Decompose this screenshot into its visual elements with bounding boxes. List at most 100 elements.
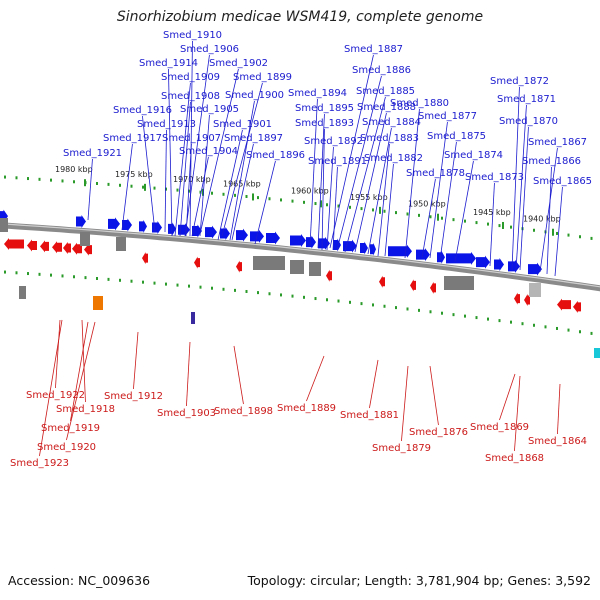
kbp-major-tick [437, 213, 439, 221]
forward-gene-label: Smed_1886 [352, 65, 411, 76]
topology-summary: Topology: circular; Length: 3,781,904 bp… [247, 573, 591, 588]
reverse-gene-label: Smed_1868 [485, 453, 544, 464]
forward-gene-arrow [205, 225, 217, 239]
forward-gene-arrow [476, 255, 490, 269]
reverse-gene-label: Smed_1869 [470, 422, 529, 433]
forward-label-leader [121, 143, 133, 231]
upper-tick-dot [234, 193, 236, 197]
upper-tick-dot [27, 177, 29, 181]
forward-label-leader [454, 160, 474, 263]
forward-label-leader [164, 129, 167, 233]
upper-tick-dot [360, 207, 363, 211]
upper-tick-dot [130, 184, 133, 188]
reverse-gene-label: Smed_1879 [372, 443, 431, 454]
forward-label-leader [317, 113, 325, 249]
kbp-tick-label: 1980 kbp [55, 165, 93, 174]
forward-label-leader [87, 158, 93, 221]
kbp-tick-label: 1955 kbp [350, 193, 388, 202]
cyan-feature-box [594, 348, 600, 358]
lower-tick-dot [464, 314, 466, 318]
reverse-gene-arrow [40, 240, 49, 253]
lower-tick-dot [487, 317, 489, 321]
forward-gene-label: Smed_1913 [137, 119, 196, 130]
forward-gene-label: Smed_1914 [139, 58, 198, 69]
forward-label-leader [344, 96, 386, 253]
forward-gene-label: Smed_1901 [213, 119, 272, 130]
lower-tick-dot [27, 272, 29, 276]
forward-label-leader [332, 166, 338, 251]
lower-tick-dot [107, 277, 110, 281]
reverse-gene-label: Smed_1912 [104, 391, 163, 402]
reverse-gene-arrow [514, 292, 520, 305]
upper-tick-dot [579, 235, 581, 239]
forward-gene-label: Smed_1894 [288, 88, 347, 99]
forward-gene-label: Smed_1865 [533, 176, 592, 187]
forward-gene-label: Smed_1916 [113, 105, 172, 116]
reverse-label-leader [55, 319, 61, 389]
lower-tick-dot [303, 295, 305, 299]
forward-gene-label: Smed_1872 [490, 76, 549, 87]
forward-gene-label: Smed_1908 [161, 91, 220, 102]
forward-label-leader [354, 112, 387, 253]
lower-tick-dot [234, 288, 236, 292]
forward-gene-label: Smed_1906 [180, 44, 239, 55]
forward-gene-arrow [192, 224, 202, 238]
reverse-gene-label: Smed_1876 [409, 427, 468, 438]
genome-backbone-highlight [0, 223, 600, 288]
upper-tick-dot [268, 197, 271, 201]
forward-label-leader [329, 54, 374, 249]
lower-tick-dot [579, 330, 581, 334]
lower-tick-dot [475, 316, 478, 320]
forward-gene-label: Smed_1887 [344, 44, 403, 55]
forward-gene-label: Smed_1888 [357, 102, 416, 113]
lower-tick-dot [268, 292, 271, 296]
upper-tick-dot [533, 228, 535, 232]
lower-tick-dot [510, 320, 512, 324]
upper-tick-dot [4, 175, 6, 179]
forward-gene-label: Smed_1892 [304, 136, 363, 147]
reverse-gene-arrow [379, 275, 385, 288]
forward-gene-arrow [122, 218, 132, 232]
reverse-gene-label: Smed_1918 [56, 404, 115, 415]
forward-gene-label: Smed_1896 [246, 150, 305, 161]
forward-label-leader [221, 82, 263, 237]
upper-tick-dot [452, 218, 455, 222]
lower-tick-dot [418, 308, 420, 312]
lower-tick-dot [429, 310, 432, 314]
forward-gene-arrow [236, 228, 248, 242]
lower-tick-dot [280, 293, 282, 297]
forward-label-leader [174, 82, 191, 237]
gray-feature-box [0, 218, 8, 232]
upper-tick-dot [567, 233, 570, 237]
lower-tick-dot [452, 313, 455, 317]
lower-tick-dot [176, 283, 179, 287]
lower-tick-dot [142, 280, 144, 284]
reverse-gene-arrow [557, 298, 571, 311]
reverse-gene-label: Smed_1864 [528, 436, 587, 447]
forward-label-leader [511, 86, 520, 271]
lower-tick-dot [38, 272, 41, 276]
reverse-label-leader [39, 319, 63, 457]
kbp-tick-label: 1970 kbp [173, 175, 211, 184]
forward-label-leader [439, 141, 457, 261]
forward-gene-arrow [220, 227, 230, 241]
forward-label-leader [185, 143, 192, 237]
forward-gene-arrow [343, 239, 357, 253]
kbp-major-tick [84, 179, 86, 187]
forward-gene-label: Smed_1891 [308, 156, 367, 167]
gray-feature-box [290, 260, 304, 274]
lower-tick-dot [326, 298, 328, 302]
lower-tick-dot [521, 322, 524, 326]
forward-label-leader [184, 54, 210, 237]
upper-tick-dot [487, 222, 489, 226]
kbp-major-tick [552, 228, 554, 236]
lower-tick-dot [406, 307, 409, 311]
upper-tick-dot [50, 178, 52, 182]
upper-tick-dot [291, 199, 294, 203]
upper-tick-dot [96, 181, 98, 185]
reverse-label-leader [514, 375, 521, 452]
lower-tick-dot [337, 299, 340, 303]
reverse-label-leader [186, 341, 191, 407]
forward-gene-label: Smed_1871 [497, 94, 556, 105]
gray-feature-box [80, 232, 90, 246]
